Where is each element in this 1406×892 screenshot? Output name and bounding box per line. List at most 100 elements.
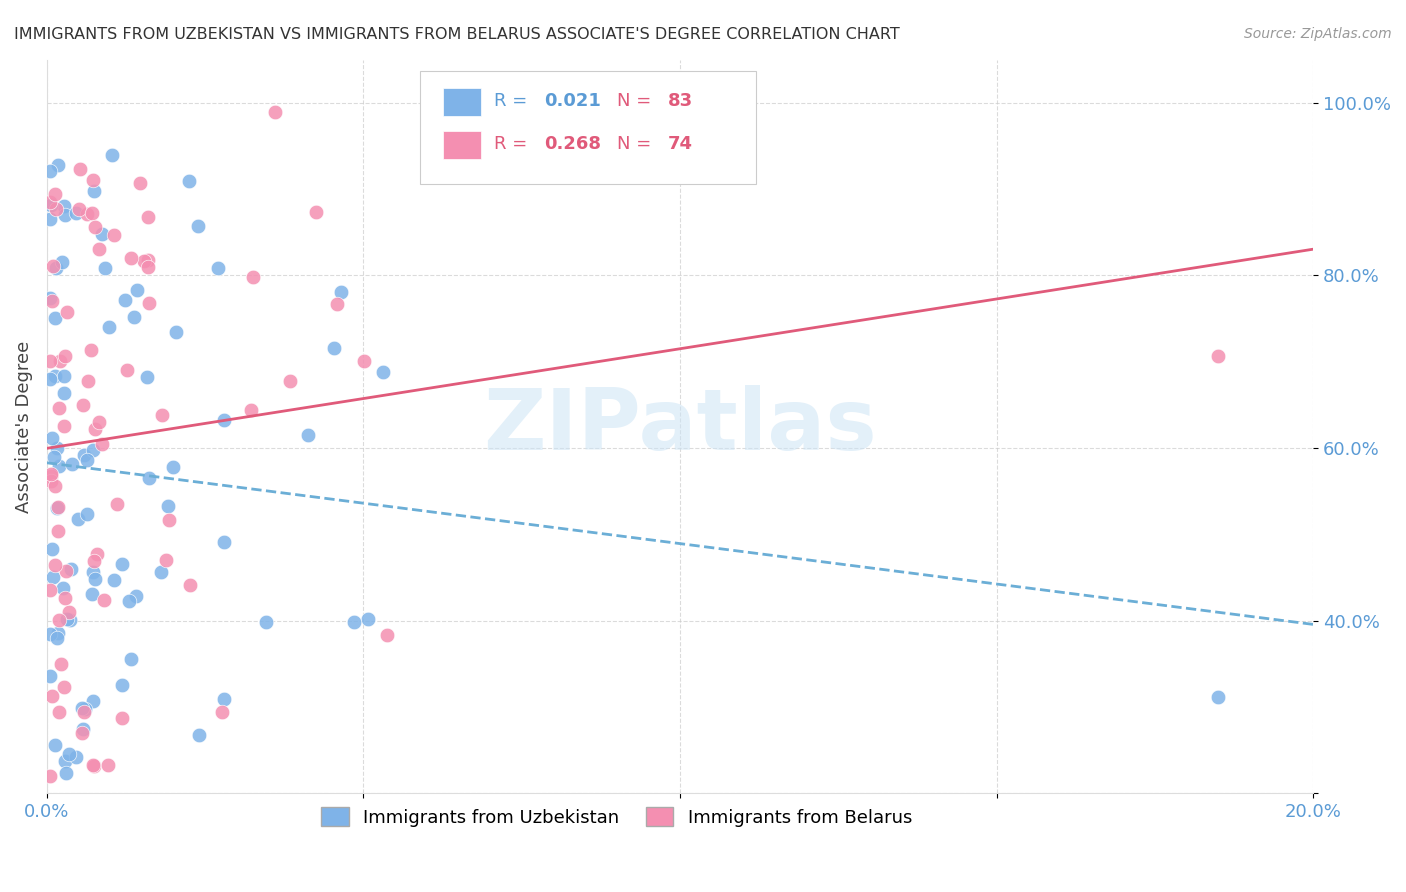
Point [59,613,82,627]
FancyBboxPatch shape [420,70,756,185]
Point [73,705,96,719]
Point [44,310,66,325]
Point [46,158,69,172]
Text: N =: N = [617,135,657,153]
Point [42,259,65,273]
Point [82,565,104,579]
Point [83,759,105,773]
Point [136,211,159,225]
Point [45,202,67,216]
Point [138,295,160,310]
Point [39,467,62,481]
Point [87,242,110,256]
Point [239,402,262,417]
Point [59,562,82,576]
Point [136,253,159,268]
Point [377,627,399,641]
Point [73,702,96,716]
Point [39,164,62,178]
Point [1206,690,1229,704]
Point [103,228,125,243]
Legend: Immigrants from Uzbekistan, Immigrants from Belarus: Immigrants from Uzbekistan, Immigrants f… [312,798,921,836]
Point [212,535,235,549]
Point [39,474,62,488]
Point [70,726,93,740]
Point [120,251,142,265]
Point [48,613,70,627]
Point [46,441,69,455]
Point [70,700,93,714]
Point [52,581,75,595]
Point [39,469,62,483]
Point [46,500,69,515]
Point [69,162,91,177]
Text: 83: 83 [668,93,693,111]
Text: ZIPatlas: ZIPatlas [484,385,877,468]
Point [48,401,70,415]
Point [211,705,233,719]
Point [67,202,90,216]
Point [84,220,107,235]
Point [135,370,157,384]
Point [125,590,148,604]
Point [136,260,159,274]
Point [44,368,66,383]
Point [157,513,180,527]
Point [44,450,66,465]
Point [353,354,375,368]
Point [53,591,76,606]
Point [39,211,62,226]
Point [157,499,180,513]
Point [41,431,63,445]
Point [120,651,142,665]
Point [41,689,63,703]
Point [188,728,211,742]
Point [118,593,141,607]
Point [103,574,125,588]
Y-axis label: Associate's Degree: Associate's Degree [15,341,32,513]
Point [149,565,172,579]
Text: N =: N = [617,93,657,111]
Point [101,148,124,162]
Point [373,365,395,379]
Point [263,104,285,119]
Point [44,558,66,573]
Point [91,436,114,450]
Point [73,448,96,462]
Text: Source: ZipAtlas.com: Source: ZipAtlas.com [1244,27,1392,41]
Point [87,415,110,429]
Point [39,354,62,368]
Point [297,428,319,442]
Point [39,371,62,385]
Point [155,553,177,567]
FancyBboxPatch shape [443,131,481,159]
Point [80,343,103,357]
Point [41,294,63,309]
Point [83,554,105,568]
Point [186,219,208,233]
Point [46,626,69,640]
Point [42,570,65,584]
Point [323,342,346,356]
Point [82,172,104,186]
Point [39,195,62,210]
Point [207,260,229,275]
Point [132,254,155,268]
Point [48,705,70,719]
Point [44,479,66,493]
Point [122,310,145,325]
Point [41,541,63,556]
Point [150,408,173,422]
Point [278,374,301,388]
Point [98,320,121,334]
Text: IMMIGRANTS FROM UZBEKISTAN VS IMMIGRANTS FROM BELARUS ASSOCIATE'S DEGREE CORRELA: IMMIGRANTS FROM UZBEKISTAN VS IMMIGRANTS… [14,27,900,42]
Text: 0.021: 0.021 [544,93,602,111]
Point [39,627,62,641]
Point [76,207,98,221]
Point [65,750,87,764]
Point [115,363,138,377]
Point [53,198,76,212]
Point [242,269,264,284]
Text: R =: R = [494,93,533,111]
Point [72,398,94,412]
